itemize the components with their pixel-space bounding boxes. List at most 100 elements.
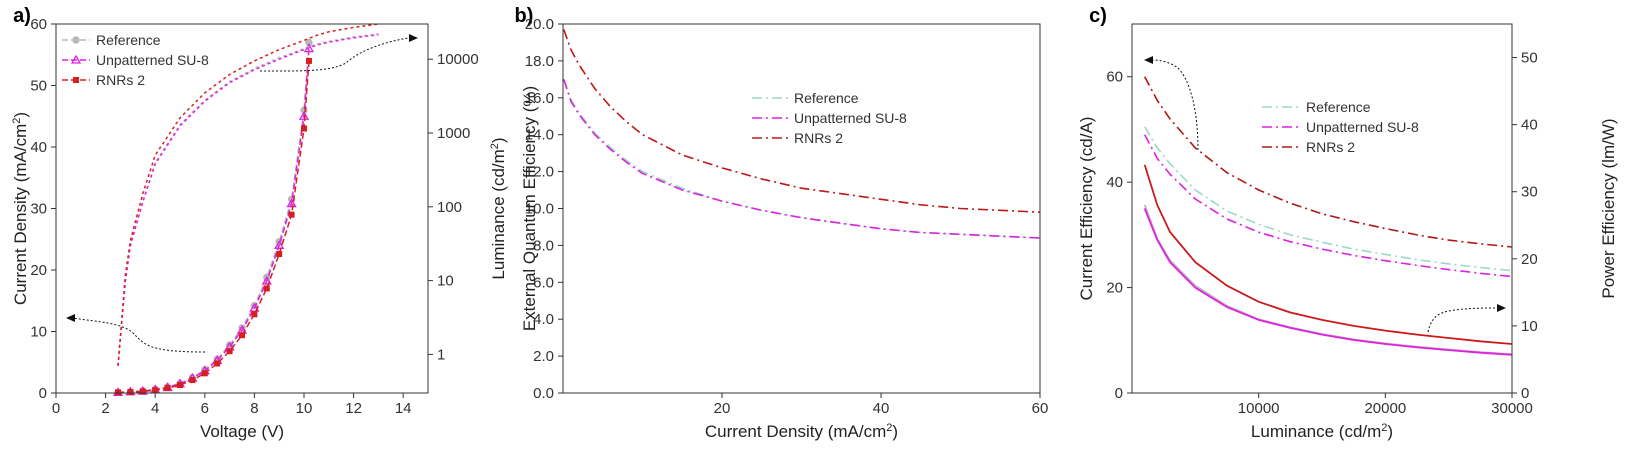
data-point-a-2-13 bbox=[276, 251, 283, 258]
data-point-a-2-10 bbox=[239, 332, 245, 339]
data-point-a-2-14 bbox=[288, 211, 295, 218]
data-point-a-1-14 bbox=[286, 198, 297, 208]
arrow-left-axis-a bbox=[71, 317, 206, 353]
y-tick-label-a-1: 10 bbox=[30, 324, 47, 341]
series-line-a-4 bbox=[117, 33, 379, 366]
legend-label-a-1: Unpatterned SU-8 bbox=[96, 52, 209, 68]
legend-marker-a-2 bbox=[73, 77, 79, 83]
y2-tick-label-a-2: 100 bbox=[437, 199, 462, 216]
arrow-right-axis-a bbox=[259, 37, 409, 72]
x-tick-label-a-3: 6 bbox=[201, 400, 209, 417]
y-tick-label-b-10: 20.0 bbox=[525, 16, 554, 33]
legend-label-c-2: RNRs 2 bbox=[1306, 139, 1355, 155]
arrow-left-axis-c bbox=[1151, 59, 1199, 151]
y-tick-label-a-5: 50 bbox=[30, 78, 47, 95]
data-point-a-2-11 bbox=[251, 311, 258, 318]
arrow-head-left-c bbox=[1144, 56, 1153, 64]
legend-label-b-1: Unpatterned SU-8 bbox=[794, 110, 907, 126]
series-line-a-3 bbox=[117, 33, 379, 366]
legend-marker-a-1 bbox=[70, 54, 82, 64]
x-tick-label-c-0: 10000 bbox=[1238, 400, 1280, 417]
series-line-a-0 bbox=[117, 42, 310, 393]
y2-tick-label-a-1: 10 bbox=[437, 273, 454, 290]
plot-frame-b bbox=[562, 23, 1041, 394]
y-tick-label-b-5: 10.0 bbox=[525, 201, 554, 218]
y2-axis-label-a: Luminance (cd/m2) bbox=[489, 137, 508, 279]
data-point-a-2-9 bbox=[226, 348, 233, 355]
series-line-a-2 bbox=[117, 60, 310, 393]
series-line-c-2 bbox=[1143, 76, 1513, 248]
y-tick-label-c-1: 20 bbox=[1106, 280, 1123, 297]
legend-label-b-0: Reference bbox=[794, 90, 859, 106]
data-point-a-2-7 bbox=[201, 370, 208, 377]
data-point-a-2-4 bbox=[164, 385, 171, 392]
y2-tick-label-c-0: 0 bbox=[1521, 385, 1529, 402]
data-point-a-2-12 bbox=[263, 285, 270, 292]
data-point-a-2-8 bbox=[214, 360, 221, 367]
data-point-a-2-5 bbox=[177, 382, 183, 389]
arrow-head-right-c bbox=[1497, 304, 1506, 312]
x-tick-label-a-5: 10 bbox=[296, 400, 313, 417]
legend-label-a-2: RNRs 2 bbox=[96, 72, 145, 88]
data-point-a-1-12 bbox=[261, 275, 272, 285]
series-line-c-4 bbox=[1143, 208, 1513, 356]
y2-axis-label-c: Power Efficiency (lm/W) bbox=[1599, 118, 1618, 298]
x-tick-label-b-2: 60 bbox=[1032, 400, 1049, 417]
y-axis-label-a: Current Density (mA/cm2) bbox=[11, 112, 30, 305]
plot-frame-c bbox=[1131, 23, 1513, 394]
y-tick-label-b-9: 18.0 bbox=[525, 53, 554, 70]
x-axis-label-b: Current Density (mA/cm2) bbox=[705, 422, 898, 441]
y2-tick-label-a-4: 10000 bbox=[437, 51, 479, 68]
x-tick-label-a-7: 14 bbox=[395, 400, 412, 417]
legend-marker-a-0 bbox=[72, 36, 80, 44]
y-tick-label-c-0: 0 bbox=[1115, 385, 1123, 402]
series-line-b-2 bbox=[563, 29, 1041, 213]
data-point-a-2-15 bbox=[301, 125, 307, 132]
x-tick-label-a-6: 12 bbox=[345, 400, 362, 417]
y-tick-label-b-3: 6.0 bbox=[533, 274, 554, 291]
y2-tick-label-c-3: 30 bbox=[1521, 184, 1538, 201]
legend-label-b-2: RNRs 2 bbox=[794, 130, 843, 146]
panel-label-b: b) bbox=[515, 5, 534, 27]
x-tick-label-a-2: 4 bbox=[151, 400, 159, 417]
y2-tick-label-c-4: 40 bbox=[1521, 117, 1538, 134]
series-line-c-3 bbox=[1143, 204, 1513, 355]
x-tick-label-b-1: 40 bbox=[873, 400, 890, 417]
data-point-a-2-1 bbox=[127, 389, 134, 396]
x-tick-label-c-2: 30000 bbox=[1491, 400, 1533, 417]
arrow-head-right-a bbox=[409, 34, 418, 42]
y-tick-label-a-6: 60 bbox=[30, 16, 47, 33]
y-tick-label-b-4: 8.0 bbox=[533, 237, 554, 254]
y-tick-label-b-6: 12.0 bbox=[525, 164, 554, 181]
series-line-c-1 bbox=[1143, 134, 1513, 278]
y-tick-label-a-4: 40 bbox=[30, 139, 47, 156]
arrow-head-left-a bbox=[66, 314, 75, 322]
x-axis-label-a: Voltage (V) bbox=[200, 422, 284, 441]
series-line-c-5 bbox=[1143, 164, 1513, 345]
legend-label-c-0: Reference bbox=[1306, 99, 1371, 115]
y-tick-label-a-3: 30 bbox=[30, 201, 47, 218]
y-axis-label-c: Current Efficiency (cd/A) bbox=[1077, 117, 1096, 301]
y-tick-label-a-0: 0 bbox=[39, 385, 47, 402]
series-line-a-5 bbox=[117, 24, 379, 366]
series-line-c-0 bbox=[1144, 126, 1513, 272]
legend-label-c-1: Unpatterned SU-8 bbox=[1306, 119, 1419, 135]
y2-tick-label-a-0: 1 bbox=[437, 346, 445, 363]
y2-tick-label-c-5: 50 bbox=[1521, 50, 1538, 67]
data-point-a-2-16 bbox=[305, 57, 312, 64]
x-axis-label-c: Luminance (cd/m2) bbox=[1251, 422, 1393, 441]
data-point-a-1-13 bbox=[274, 240, 285, 250]
y2-tick-label-c-2: 20 bbox=[1521, 251, 1538, 268]
arrow-right-axis-c bbox=[1427, 307, 1497, 333]
x-tick-label-b-0: 20 bbox=[714, 400, 731, 417]
y-tick-label-b-8: 16.0 bbox=[525, 90, 554, 107]
y-tick-label-b-0: 0.0 bbox=[533, 385, 554, 402]
data-point-a-2-6 bbox=[189, 377, 196, 384]
x-tick-label-c-1: 20000 bbox=[1364, 400, 1406, 417]
x-tick-label-a-1: 2 bbox=[101, 400, 109, 417]
y2-tick-label-a-3: 1000 bbox=[437, 125, 470, 142]
panel-label-c: c) bbox=[1089, 5, 1107, 27]
y-tick-label-c-2: 40 bbox=[1106, 174, 1123, 191]
y-tick-label-b-7: 14.0 bbox=[525, 127, 554, 144]
